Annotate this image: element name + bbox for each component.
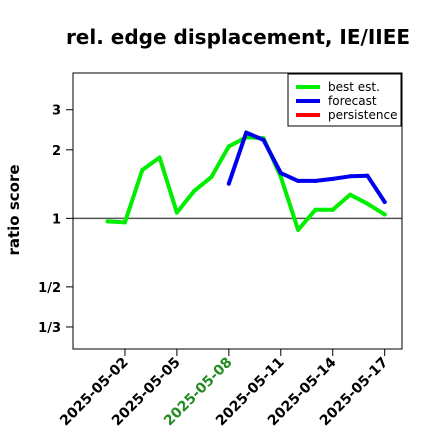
y-tick-label: 3	[52, 104, 61, 119]
data-point	[192, 188, 197, 193]
data-point	[278, 174, 283, 179]
data-point	[278, 171, 283, 176]
x-axis: 2025-05-022025-05-052025-05-082025-05-11…	[57, 349, 392, 429]
data-point	[348, 192, 353, 197]
series-lines	[105, 130, 387, 232]
legend-label: persistence	[328, 108, 397, 122]
series-line-0	[105, 135, 387, 232]
y-tick-label: 1	[52, 212, 61, 227]
data-point	[296, 178, 301, 183]
data-point	[296, 227, 301, 232]
data-point	[365, 173, 370, 178]
data-point	[365, 201, 370, 206]
data-point	[348, 174, 353, 179]
data-point	[313, 207, 318, 212]
data-point	[261, 137, 266, 142]
data-point	[382, 212, 387, 217]
chart-title: rel. edge displacement, IE/IIEE	[66, 25, 410, 49]
y-axis: 3 2 1 1/2 1/3	[38, 104, 73, 336]
series-line-1	[226, 130, 387, 204]
data-point	[140, 168, 145, 173]
y-axis-label: ratio score	[5, 164, 23, 255]
data-point	[157, 155, 162, 160]
data-point	[313, 178, 318, 183]
y-tick-label: 1/2	[38, 281, 61, 296]
data-point	[174, 210, 179, 215]
data-point	[209, 174, 214, 179]
legend-label: best est.	[328, 80, 380, 94]
data-point	[330, 207, 335, 212]
data-point	[330, 176, 335, 181]
data-point	[122, 220, 127, 225]
data-point	[382, 199, 387, 204]
data-point	[226, 144, 231, 149]
legend-label: forecast	[328, 94, 377, 108]
y-tick-label: 1/3	[38, 321, 61, 336]
data-point	[244, 130, 249, 135]
data-point	[105, 219, 110, 224]
plot-frame	[72, 72, 403, 350]
data-point	[226, 181, 231, 186]
y-tick-label: 2	[52, 144, 61, 159]
